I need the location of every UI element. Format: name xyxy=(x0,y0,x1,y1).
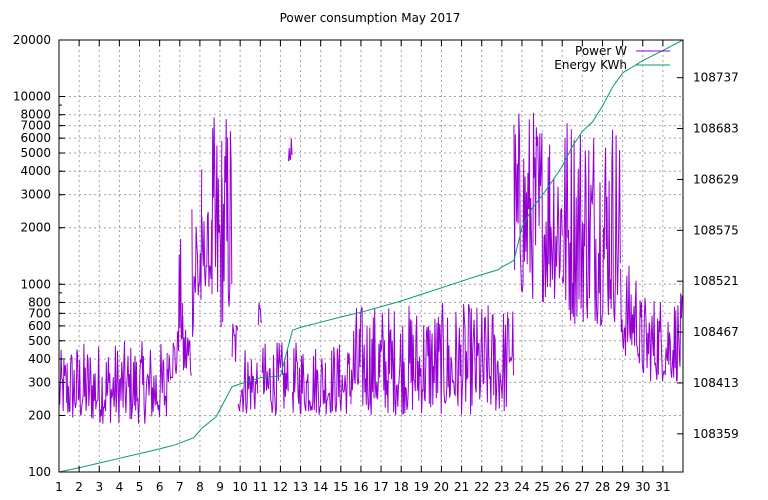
x-tick-label: 20 xyxy=(434,480,449,494)
y-left-tick-label: 20000 xyxy=(13,33,51,47)
y-right-tick-label: 108683 xyxy=(693,122,739,136)
y-right-tick-label: 108467 xyxy=(693,325,739,339)
x-tick-label: 31 xyxy=(655,480,670,494)
y-left-tick-label: 100 xyxy=(28,465,51,479)
power-series-segment xyxy=(288,138,293,162)
x-tick-label: 24 xyxy=(514,480,529,494)
y-left-tick-label: 5000 xyxy=(20,146,51,160)
y-left-tick-label: 800 xyxy=(28,295,51,309)
x-tick-label: 9 xyxy=(216,480,224,494)
power-series-segment xyxy=(66,341,168,424)
power-series-segment xyxy=(620,265,639,357)
y-right-tick-label: 108629 xyxy=(693,172,739,186)
x-tick-label: 17 xyxy=(373,480,388,494)
power-series-segment xyxy=(261,342,289,416)
legend-label: Energy KWh xyxy=(554,58,627,72)
power-series-segment xyxy=(237,349,259,414)
power-series-segment xyxy=(638,293,684,382)
x-tick-label: 23 xyxy=(494,480,509,494)
power-series xyxy=(58,112,684,424)
x-tick-label: 15 xyxy=(333,480,348,494)
energy-series-line xyxy=(58,39,684,473)
y-left-tick-label: 10000 xyxy=(13,90,51,104)
legend-label: Power W xyxy=(575,44,627,58)
x-tick-label: 29 xyxy=(615,480,630,494)
y-left-tick-label: 3000 xyxy=(20,188,51,202)
power-series-segment xyxy=(257,302,263,326)
y-left-tick-label: 6000 xyxy=(20,131,51,145)
power-series-segment xyxy=(191,169,203,337)
x-tick-label: 4 xyxy=(116,480,124,494)
y-left-tick-label: 7000 xyxy=(20,119,51,133)
power-series-segment xyxy=(177,238,184,351)
x-tick-label: 6 xyxy=(156,480,164,494)
y-left-tick-label: 2000 xyxy=(20,221,51,235)
x-tick-label: 16 xyxy=(353,480,368,494)
power-series-segment xyxy=(201,211,213,287)
grid xyxy=(59,40,683,472)
y-right-tick-label: 108521 xyxy=(693,274,739,288)
x-tick-label: 25 xyxy=(534,480,549,494)
x-tick-label: 27 xyxy=(575,480,590,494)
y-right-tick-label: 108737 xyxy=(693,71,739,85)
x-tick-label: 21 xyxy=(454,480,469,494)
power-series-segment xyxy=(167,331,178,383)
y-left-tick-label: 700 xyxy=(28,306,51,320)
power-series-segment xyxy=(507,311,514,376)
power-series-segment xyxy=(292,342,352,415)
power-series-segment xyxy=(231,323,239,363)
y-left-tick-label: 300 xyxy=(28,375,51,389)
x-tick-label: 10 xyxy=(233,480,248,494)
x-tick-label: 1 xyxy=(55,480,63,494)
energy-series xyxy=(58,39,684,473)
x-tick-label: 12 xyxy=(273,480,288,494)
y-left-tick-label: 400 xyxy=(28,352,51,366)
power-series-segment xyxy=(211,117,223,328)
power-series-segment xyxy=(561,123,621,326)
x-tick-label: 11 xyxy=(253,480,268,494)
axes: 1 2 3 4 5 6 7 8 9 10 11 12 13 14 15 16 17 18 19 20 21 22 23 24 2… xyxy=(13,33,739,494)
y-right-tick-label: 108359 xyxy=(693,427,739,441)
x-tick-label: 28 xyxy=(595,480,610,494)
chart-title: Power consumption May 2017 xyxy=(280,11,461,25)
y-left-tick-label: 8000 xyxy=(20,108,51,122)
y-left-tick-label: 1000 xyxy=(20,277,51,291)
x-tick-label: 22 xyxy=(474,480,489,494)
x-tick-label: 7 xyxy=(176,480,184,494)
x-tick-label: 2 xyxy=(75,480,83,494)
x-tick-label: 19 xyxy=(414,480,429,494)
y-right-tick-label: 108575 xyxy=(693,223,739,237)
power-series-segment xyxy=(182,315,192,376)
y-left-tick-label: 4000 xyxy=(20,164,51,178)
x-tick-label: 8 xyxy=(196,480,204,494)
y-right-tick-label: 108413 xyxy=(693,376,739,390)
x-tick-label: 5 xyxy=(136,480,144,494)
plot-frame xyxy=(58,39,684,473)
power-series-segment xyxy=(350,302,509,416)
power-series-segment xyxy=(58,349,68,412)
power-series-segment xyxy=(221,119,233,323)
x-tick-label: 14 xyxy=(313,480,328,494)
power-series-segment xyxy=(513,112,563,303)
x-tick-label: 3 xyxy=(95,480,103,494)
x-tick-label: 26 xyxy=(555,480,570,494)
y-left-tick-label: 200 xyxy=(28,408,51,422)
y-left-tick-label: 500 xyxy=(28,334,51,348)
x-tick-label: 13 xyxy=(293,480,308,494)
x-tick-label: 30 xyxy=(635,480,650,494)
x-tick-label: 18 xyxy=(394,480,409,494)
y-left-tick-label: 600 xyxy=(28,319,51,333)
